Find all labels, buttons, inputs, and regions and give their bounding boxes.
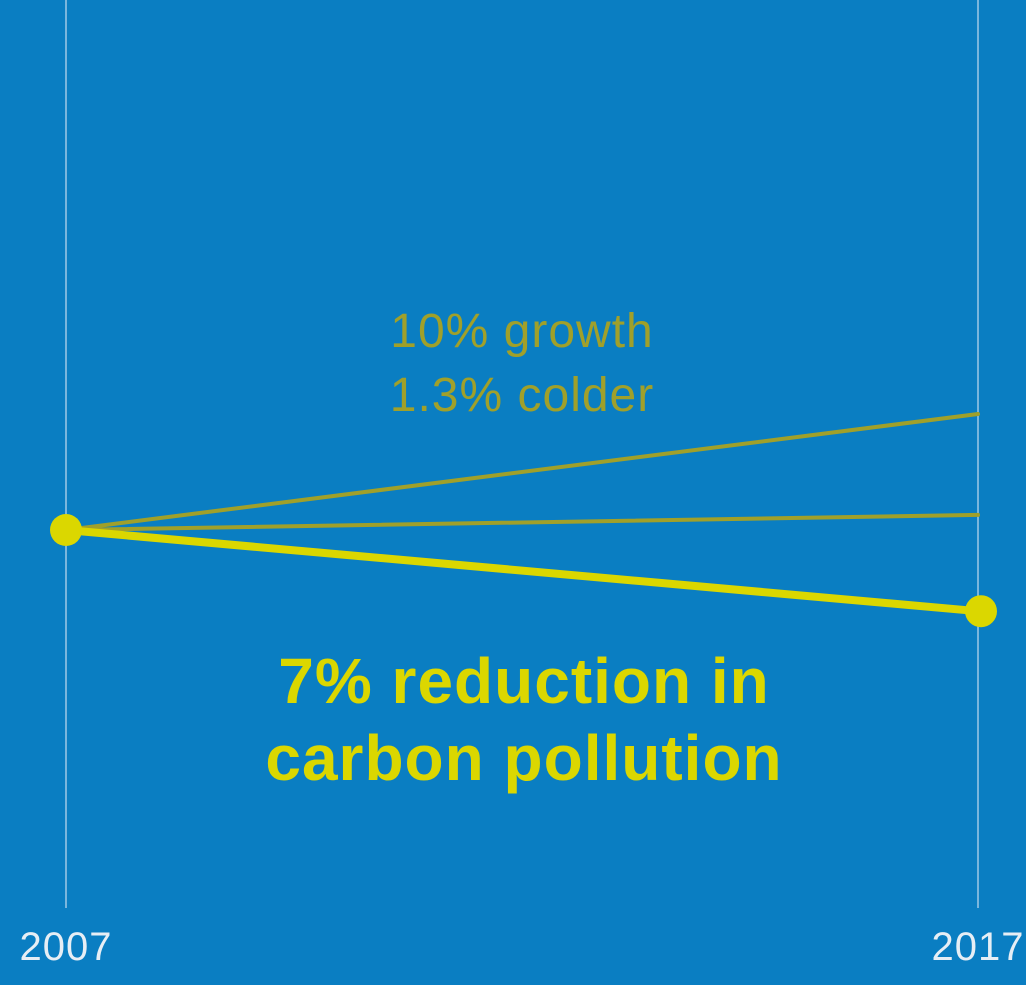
headline-line1: 7% reduction in bbox=[278, 645, 770, 717]
growth-annotation-line2: 1.3% colder bbox=[390, 369, 654, 422]
series-line-1 bbox=[64, 512, 980, 532]
x-tick-label-start: 2007 bbox=[20, 925, 113, 969]
growth-annotation-line1: 10% growth bbox=[390, 305, 653, 358]
series-line-2 bbox=[62, 526, 982, 616]
series-layer bbox=[50, 412, 997, 628]
series-line-0 bbox=[64, 412, 980, 532]
x-tick-label-end: 2017 bbox=[932, 925, 1025, 969]
series-2-point-1 bbox=[965, 595, 997, 628]
series-2-point-0 bbox=[50, 514, 82, 546]
headline-line2: carbon pollution bbox=[265, 722, 782, 794]
